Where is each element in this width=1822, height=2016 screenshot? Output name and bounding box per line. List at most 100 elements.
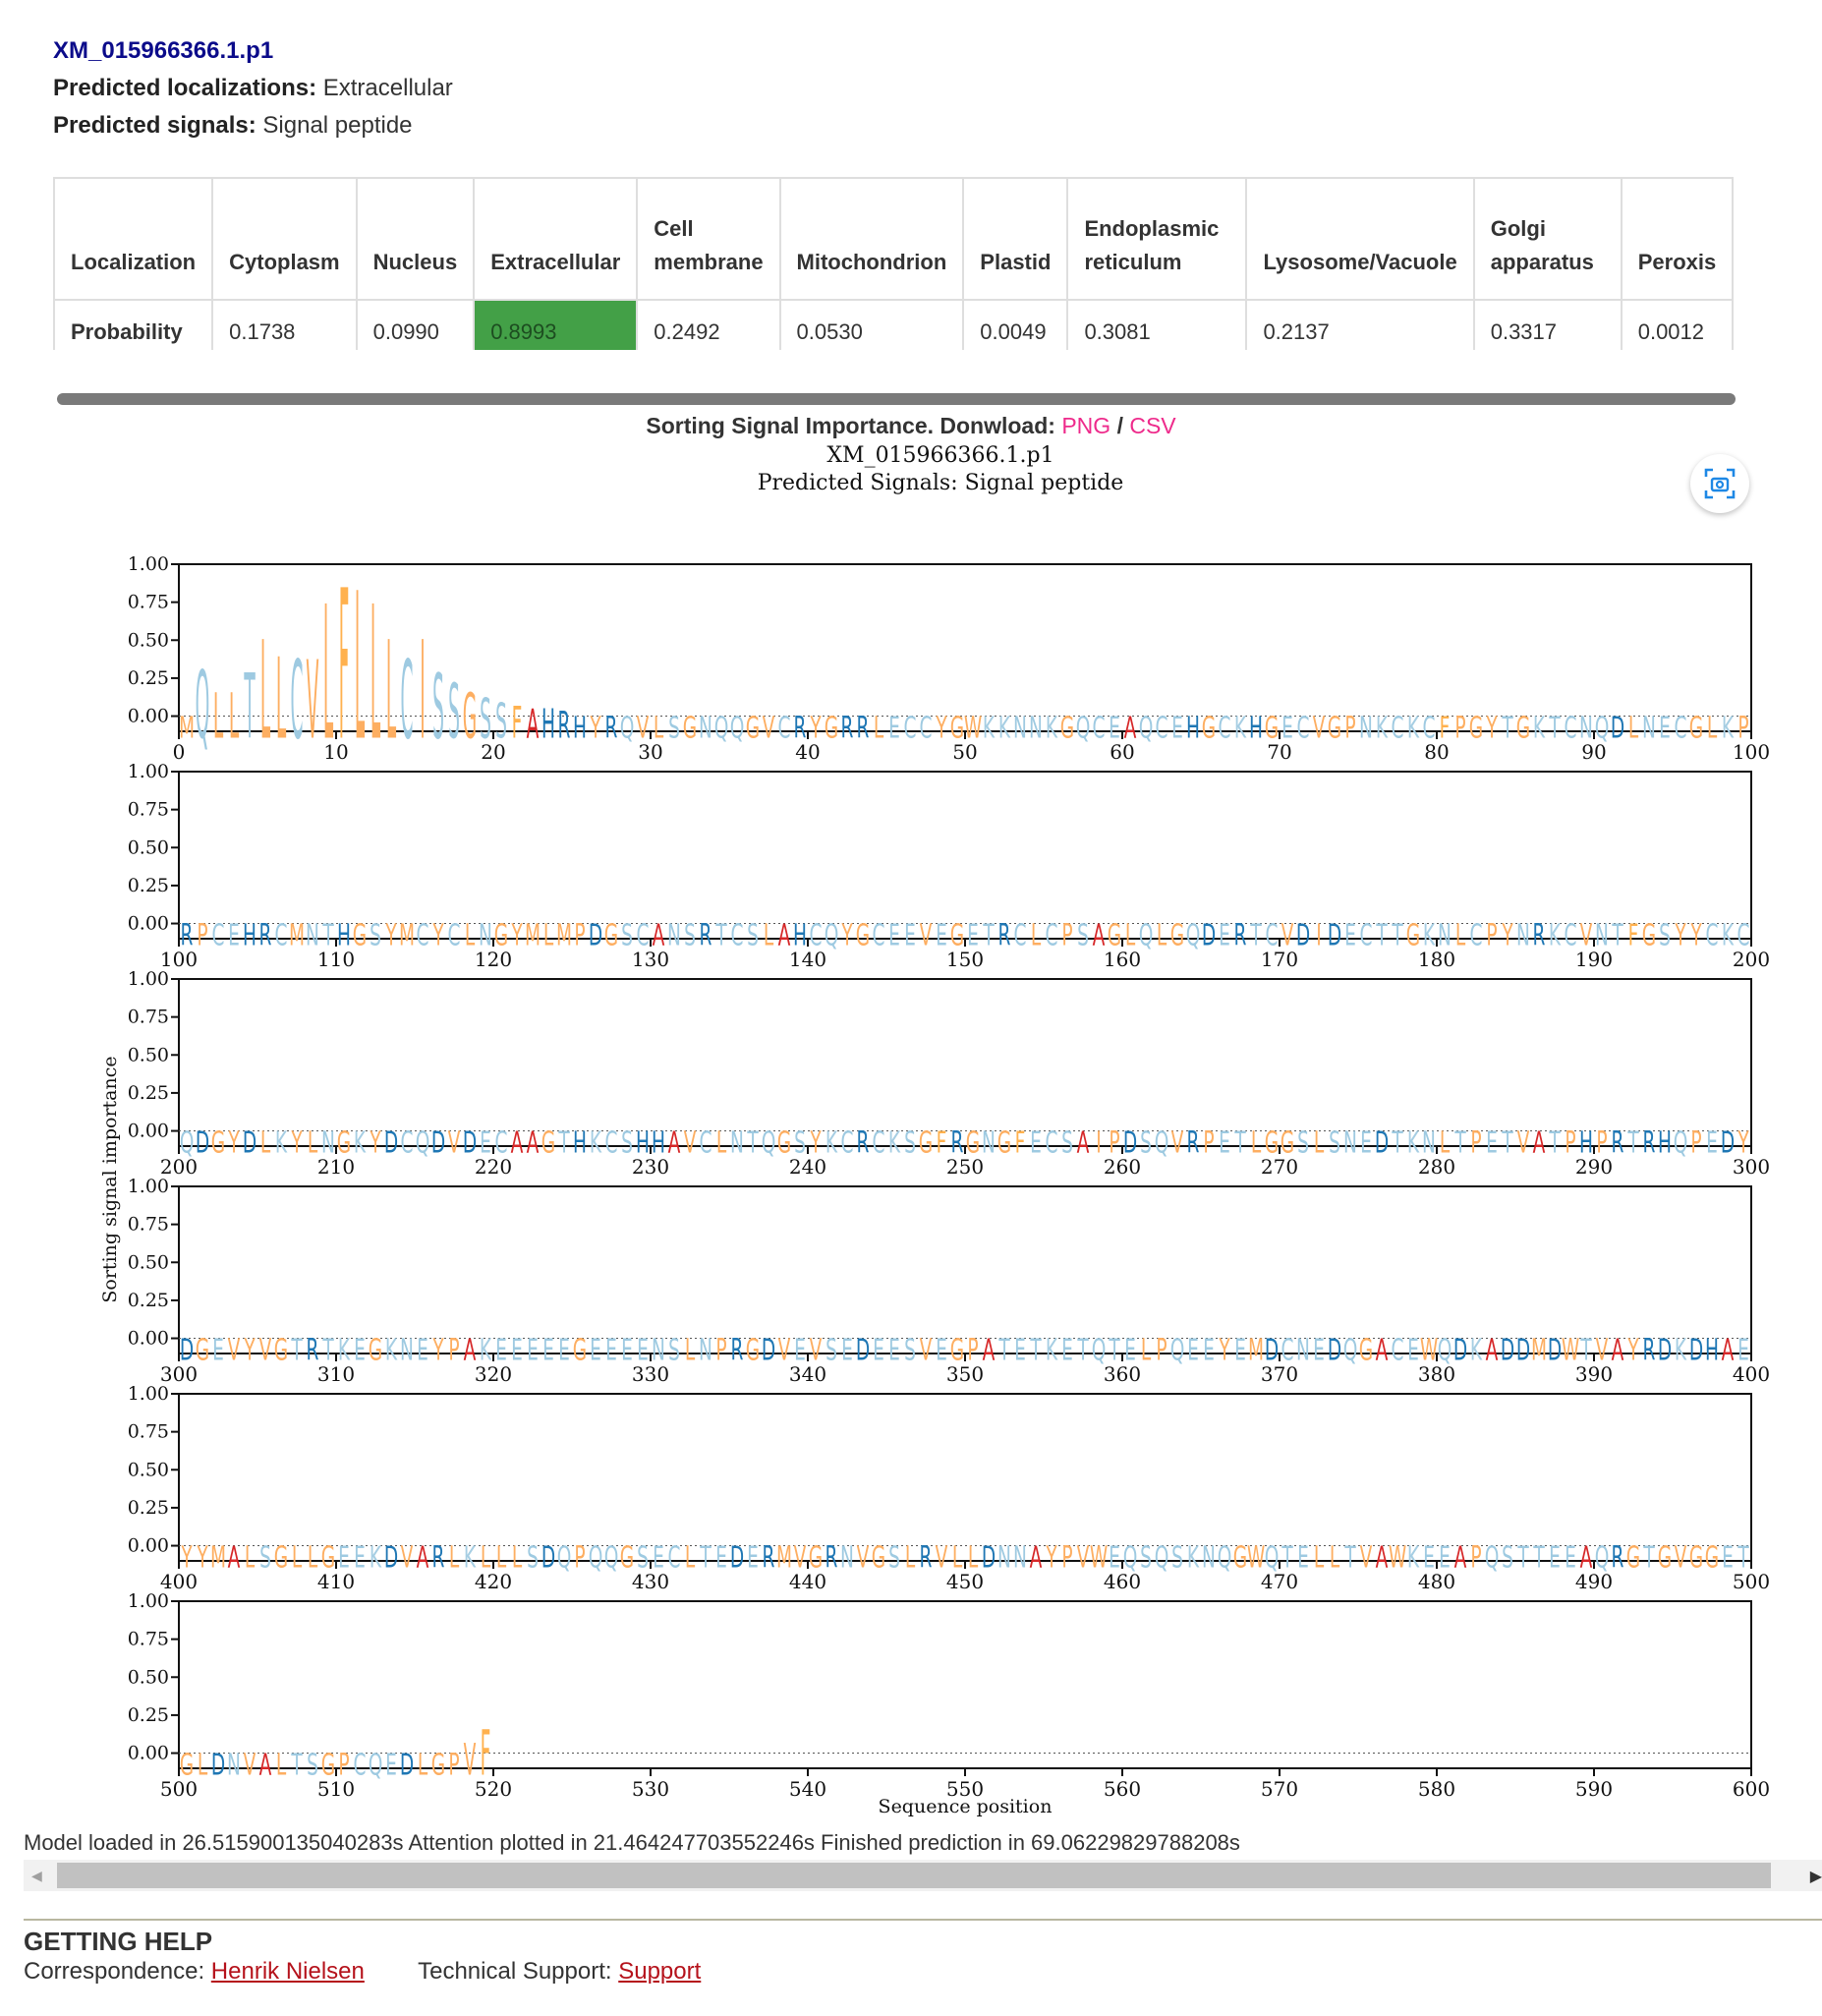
- logo-letter: G: [1265, 1125, 1279, 1160]
- horizontal-scrollbar[interactable]: ◀ ▶: [24, 1860, 1822, 1891]
- csv-download-link[interactable]: CSV: [1129, 413, 1176, 438]
- logo-letter: F: [1440, 711, 1451, 745]
- logo-letter: A: [1124, 711, 1137, 745]
- logo-letter: P: [1470, 1125, 1481, 1160]
- logo-letter: H: [573, 711, 587, 745]
- logo-panel: 1.00 0.75 0.50 0.25 0.00 200 210 220 230 240 250 26…: [128, 968, 1770, 1179]
- logo-letter: L: [1141, 1333, 1151, 1367]
- logo-letter: M: [1248, 1333, 1264, 1367]
- x-tick-label: 100: [1733, 740, 1770, 764]
- logo-letter: F: [1628, 918, 1639, 952]
- logo-letter: S: [259, 1540, 271, 1575]
- scrollbar-thumb[interactable]: [57, 1863, 1771, 1888]
- logo-letter: T: [1517, 1540, 1530, 1575]
- logo-letter: E: [228, 918, 240, 952]
- chevron-right-icon[interactable]: ▶: [1809, 1869, 1822, 1885]
- logo-letter: T: [1612, 918, 1624, 952]
- logo-letter: P: [1344, 711, 1355, 745]
- logo-letter: L: [355, 549, 365, 786]
- x-tick-label: 110: [317, 948, 355, 971]
- logo-letter: H: [243, 918, 256, 952]
- y-tick-label: 1.00: [128, 761, 169, 782]
- logo-letter: E: [1297, 1540, 1309, 1575]
- logo-letter: K: [1722, 711, 1735, 745]
- logo-letter: P: [1203, 1125, 1214, 1160]
- logo-letter: Q: [762, 1125, 776, 1160]
- x-tick-label: 180: [1418, 948, 1455, 971]
- chevron-left-icon[interactable]: ◀: [31, 1868, 42, 1883]
- x-tick-label: 170: [1261, 948, 1298, 971]
- logo-letter: G: [1328, 711, 1341, 745]
- logo-letter: N: [699, 1333, 712, 1367]
- logo-letter: A: [259, 1748, 272, 1782]
- value-endoplasmic-reticulum: 0.3081: [1066, 299, 1248, 350]
- table-row-header: Probability: [53, 299, 214, 350]
- logo-panel: 1.00 0.75 0.50 0.25 0.00 500 510 520 530 540 550 56…: [128, 1590, 1770, 1801]
- logo-letter: K: [1046, 1333, 1058, 1367]
- logo-letter: Y: [810, 1125, 823, 1160]
- logo-letter: V: [1675, 1540, 1687, 1575]
- logo-letter: A: [464, 1333, 477, 1367]
- logo-letter: D: [1721, 1125, 1735, 1160]
- table-row: Probability 0.1738 0.0990 0.8993 0.2492 …: [53, 299, 1735, 350]
- logo-letter: S: [1140, 1125, 1152, 1160]
- logo-letter: Q: [180, 1125, 195, 1160]
- panel-frame: [178, 1600, 1752, 1769]
- logo-letter: L: [1455, 918, 1465, 952]
- value-plastid: 0.0049: [962, 299, 1069, 350]
- logo-letter: E: [1061, 1333, 1073, 1367]
- camera-button[interactable]: [1690, 454, 1749, 513]
- y-tick-label: 0.00: [128, 1535, 169, 1557]
- logo-letter: E: [1109, 711, 1120, 745]
- logo-letter: K: [1470, 1333, 1483, 1367]
- logo-letter: Y: [228, 1125, 241, 1160]
- y-axis-label: Sorting signal importance: [99, 1056, 121, 1302]
- logo-letter: E: [338, 1540, 350, 1575]
- logo-letter: Q: [1438, 1333, 1452, 1367]
- support-label: Technical Support:: [418, 1958, 612, 1985]
- logo-letter: D: [762, 1333, 775, 1367]
- logo-letter: A: [417, 1540, 429, 1575]
- logo-letter: G: [683, 711, 697, 745]
- x-tick-label: 30: [638, 740, 662, 764]
- logo-letter: D: [1265, 1333, 1279, 1367]
- logo-letter: R: [920, 1540, 933, 1575]
- logo-letter: L: [512, 1540, 522, 1575]
- logo-letter: Y: [291, 1125, 304, 1160]
- png-download-link[interactable]: PNG: [1061, 413, 1111, 438]
- logo-letter: A: [1533, 1125, 1546, 1160]
- support-link[interactable]: Support: [618, 1958, 702, 1985]
- logo-letter: R: [998, 918, 1011, 952]
- logo-letter: D: [463, 1125, 477, 1160]
- logo-letter: G: [1626, 1540, 1640, 1575]
- y-tick-label: 0.00: [128, 706, 169, 727]
- logo-letter: V: [920, 918, 933, 952]
- logo-letter: Y: [590, 711, 602, 745]
- logo-letter: E: [794, 1333, 806, 1367]
- logo-letter: G: [872, 1540, 885, 1575]
- logo-letter: N: [1013, 711, 1027, 745]
- logo-letter: M: [399, 918, 415, 952]
- logo-letter: T: [1737, 1540, 1750, 1575]
- x-tick-label: 50: [952, 740, 977, 764]
- col-golgi-apparatus: Golgi apparatus: [1472, 177, 1623, 301]
- logo-letter: E: [354, 1540, 366, 1575]
- logo-letter: A: [1612, 1333, 1624, 1367]
- logo-letter: R: [432, 1540, 445, 1575]
- logo-letter: Q: [557, 1540, 572, 1575]
- logo-letter: I: [1316, 918, 1321, 952]
- correspondence-link[interactable]: Henrik Nielsen: [210, 1958, 365, 1985]
- logo-letter: G: [463, 682, 477, 754]
- logo-letter: K: [1722, 918, 1735, 952]
- logo-letter: G: [620, 1540, 634, 1575]
- logo-letter: R: [841, 711, 854, 745]
- logo-letter: G: [997, 1125, 1011, 1160]
- x-tick-label: 240: [789, 1155, 826, 1179]
- logo-letter: L: [1031, 918, 1041, 952]
- logo-letter: W: [1420, 1333, 1438, 1367]
- logo-letter: T: [1344, 1540, 1357, 1575]
- table-scrollbar[interactable]: [57, 393, 1736, 405]
- logo-letter: G: [494, 918, 508, 952]
- logo-letter: T: [1627, 1125, 1640, 1160]
- logo-letter: V: [763, 711, 775, 745]
